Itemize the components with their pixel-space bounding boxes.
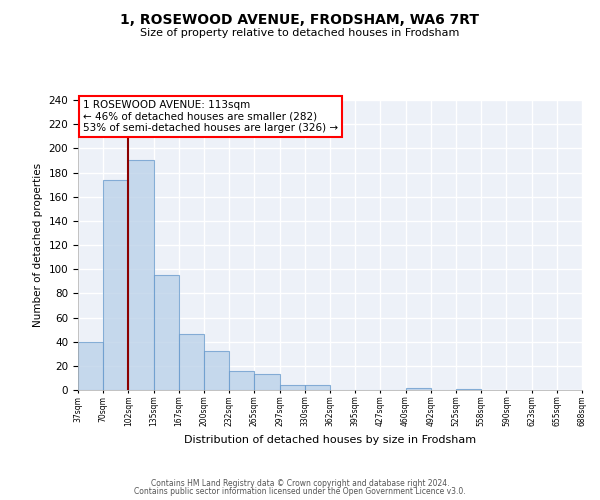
- Bar: [254, 374, 280, 390]
- Bar: [78, 342, 103, 390]
- Text: Contains HM Land Registry data © Crown copyright and database right 2024.: Contains HM Land Registry data © Crown c…: [151, 478, 449, 488]
- Bar: [305, 385, 330, 390]
- Bar: [456, 389, 481, 390]
- Bar: [154, 275, 179, 390]
- X-axis label: Distribution of detached houses by size in Frodsham: Distribution of detached houses by size …: [184, 435, 476, 445]
- Y-axis label: Number of detached properties: Number of detached properties: [33, 163, 43, 327]
- Text: Contains public sector information licensed under the Open Government Licence v3: Contains public sector information licen…: [134, 487, 466, 496]
- Bar: [204, 352, 229, 390]
- Text: Size of property relative to detached houses in Frodsham: Size of property relative to detached ho…: [140, 28, 460, 38]
- Text: 1 ROSEWOOD AVENUE: 113sqm
← 46% of detached houses are smaller (282)
53% of semi: 1 ROSEWOOD AVENUE: 113sqm ← 46% of detac…: [83, 100, 338, 133]
- Bar: [103, 180, 128, 390]
- Bar: [128, 160, 154, 390]
- Bar: [229, 370, 254, 390]
- Bar: [280, 385, 305, 390]
- Text: 1, ROSEWOOD AVENUE, FRODSHAM, WA6 7RT: 1, ROSEWOOD AVENUE, FRODSHAM, WA6 7RT: [121, 12, 479, 26]
- Bar: [406, 388, 431, 390]
- Bar: [179, 334, 204, 390]
